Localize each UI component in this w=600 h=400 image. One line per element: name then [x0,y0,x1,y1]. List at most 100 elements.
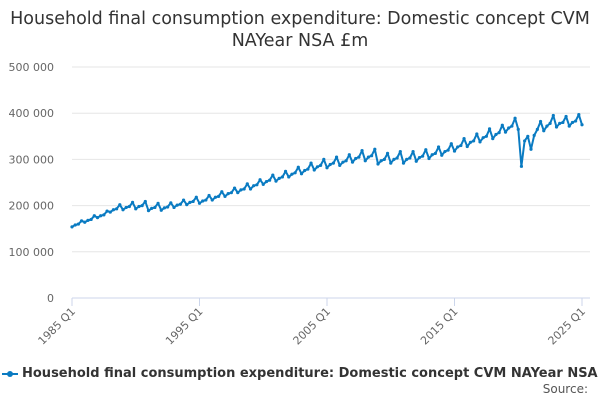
data-point [548,121,552,125]
data-point [484,134,488,138]
data-point [519,164,524,168]
data-point [229,191,233,195]
data-point [312,168,316,172]
data-point [255,183,259,187]
data-point [328,162,332,167]
data-point [494,132,498,137]
data-point [134,207,138,211]
data-point [523,139,527,143]
data-point [92,214,96,218]
data-point [344,159,348,163]
legend-label[interactable]: Household final consumption expenditure:… [22,366,600,381]
data-point [478,140,482,144]
data-point [169,201,173,205]
data-point [258,178,262,182]
data-point [503,130,508,134]
data-point [280,175,284,179]
data-point [213,195,218,199]
x-tick-label: 2025 Q1 [546,305,589,348]
data-point [551,113,555,118]
x-tick-label: 2005 Q1 [291,305,334,348]
data-point [309,161,313,165]
data-point [150,206,154,210]
data-point [217,194,221,198]
data-point [526,134,530,138]
data-point [481,136,485,140]
source-label: Source: [542,382,588,396]
data-point [398,149,402,154]
data-point [191,199,195,204]
data-point [130,200,135,204]
data-point [392,157,396,161]
data-point [166,205,170,209]
data-point [70,225,74,229]
y-tick-label: 0 [47,292,54,305]
data-point [115,207,119,211]
data-point [331,161,335,165]
data-point [363,159,367,163]
data-point [405,157,409,161]
data-point [226,191,230,196]
data-point [252,184,256,188]
data-point [293,171,297,175]
data-point [156,201,160,205]
data-point [456,145,460,149]
data-point [121,208,125,212]
data-point [322,157,326,161]
data-point [347,153,351,157]
data-point [532,133,536,137]
data-point [325,166,329,170]
data-point [452,149,457,153]
data-point [207,193,211,198]
data-point [395,156,399,160]
data-point [459,143,463,148]
legend-line-marker-icon [2,369,18,379]
data-point [465,144,469,149]
data-point [274,179,278,183]
data-point [162,206,167,210]
data-point [232,186,237,190]
data-point [427,156,431,161]
y-tick-label: 300 000 [9,153,55,166]
data-point [357,155,361,159]
data-point [385,151,390,155]
data-point [564,114,568,119]
data-point [299,172,304,176]
data-point [172,205,176,210]
data-point [245,182,249,186]
data-point [283,169,288,174]
legend[interactable]: Household final consumption expenditure:… [0,366,600,381]
data-point [577,112,581,117]
data-point [79,219,84,223]
data-point [491,137,495,141]
data-point [570,120,575,125]
data-point [83,220,87,224]
data-point [76,222,80,226]
data-point [127,204,131,209]
data-point [338,163,342,168]
data-point [472,139,476,143]
data-point [376,162,380,166]
x-axis: 1985 Q1 1995 Q1 2005 Q1 2015 Q1 2025 Q1 [36,298,589,348]
data-point [242,187,246,191]
x-tick-label: 1995 Q1 [163,305,206,348]
data-point [558,121,562,125]
data-point [436,145,441,149]
data-point [137,204,141,209]
data-point [500,123,504,127]
data-point [290,172,294,176]
data-point [296,165,300,169]
data-point [382,157,386,161]
data-point [146,209,151,213]
data-point [178,202,182,206]
data-point [73,223,77,227]
data-point [401,161,406,165]
data-point [197,201,202,205]
data-point [95,216,100,220]
data-point [118,203,122,207]
data-point [334,155,339,159]
data-point [513,116,517,120]
data-point [443,149,447,154]
data-point [105,209,109,213]
data-point [449,142,453,146]
